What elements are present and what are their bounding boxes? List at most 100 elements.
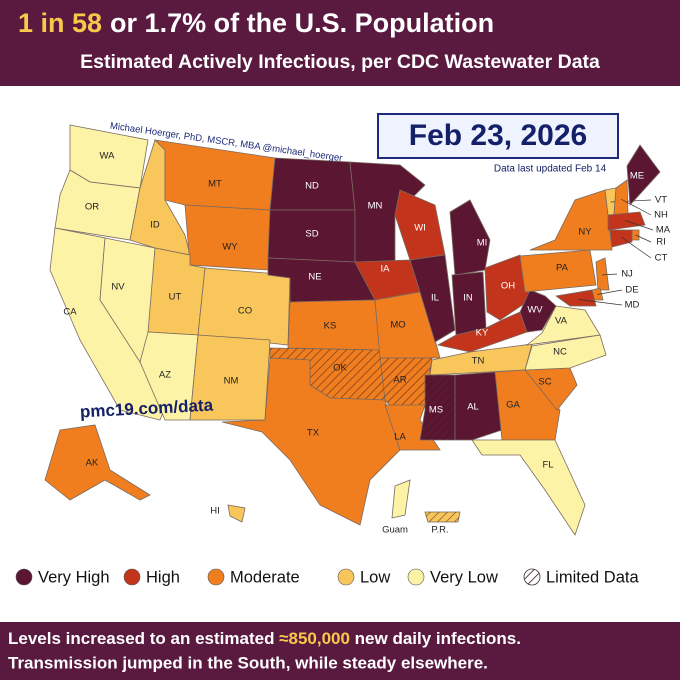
state-label: UT: [169, 292, 182, 303]
footer-line2: Transmission jumped in the South, while …: [8, 653, 488, 672]
state: [349, 161, 426, 263]
legend-swatch: [523, 568, 541, 586]
footer-band: [0, 622, 680, 680]
state: [394, 189, 446, 261]
state-label: TN: [472, 356, 485, 367]
territory-label: Guam: [382, 525, 408, 536]
legend-label: Limited Data: [546, 568, 639, 586]
state: [184, 204, 271, 271]
states: WA OR CA NV ID MT WY UT CO AZ NM ND SD NE KS OK TX MN IA MO…: [44, 124, 671, 536]
state-label: CO: [238, 306, 252, 317]
state: [519, 249, 597, 293]
date-box: [377, 113, 619, 159]
leader-line: [635, 234, 652, 243]
state: [595, 257, 610, 291]
state: [139, 331, 199, 421]
leader-line: [597, 289, 623, 295]
state: [449, 199, 491, 276]
legend-label: Moderate: [230, 568, 300, 586]
state: [626, 144, 661, 206]
legend-label: Very High: [38, 568, 110, 586]
leader-line: [625, 220, 654, 231]
state-label: NH: [654, 210, 668, 221]
state-label: HI: [210, 506, 220, 517]
state-label: WI: [414, 223, 426, 234]
state-label: NV: [111, 282, 125, 293]
state-label: MT: [208, 179, 222, 190]
state-label: KS: [324, 321, 337, 332]
state: [436, 311, 528, 353]
legend-label: Low: [360, 568, 390, 586]
title-highlight: 1 in 58: [18, 8, 102, 38]
state: [554, 289, 597, 307]
update-note: Data last updated Feb 14: [494, 164, 607, 175]
state-label: NE: [308, 272, 321, 283]
state-label: AZ: [159, 370, 171, 381]
state-label: PA: [556, 263, 569, 274]
legend-swatch: [407, 568, 425, 586]
state-label: IN: [463, 293, 473, 304]
state: [524, 334, 607, 371]
state-label: MI: [477, 238, 488, 249]
state-label: KY: [476, 328, 489, 339]
state-label: OK: [333, 363, 347, 374]
state: [454, 371, 503, 441]
footer-highlight: ≈850,000: [279, 629, 350, 648]
state-label: ND: [305, 181, 319, 192]
leader-line: [578, 299, 623, 306]
state-label: OR: [85, 202, 99, 213]
limited-hatch: [270, 348, 385, 400]
state-label: NC: [553, 347, 567, 358]
state-label: MD: [625, 300, 640, 311]
state-label: AR: [393, 375, 406, 386]
footer-text: Levels increased to an estimated: [8, 629, 279, 648]
limited-hatch: [420, 375, 455, 440]
state-label: TX: [307, 428, 320, 439]
state-label: AK: [86, 458, 99, 469]
state-label: DE: [625, 285, 638, 296]
legend-swatch: [123, 568, 141, 586]
state-label: MO: [390, 320, 405, 331]
state-label: CT: [655, 253, 668, 264]
state-label: NY: [578, 227, 592, 238]
state: [525, 305, 601, 346]
header-band: [0, 0, 680, 86]
state-label: CA: [63, 307, 77, 318]
state-label: ME: [630, 171, 644, 182]
state: [44, 424, 151, 501]
state-label: OH: [501, 281, 515, 292]
state-label: AL: [467, 402, 479, 413]
state: [391, 479, 411, 519]
state-label: MN: [368, 201, 383, 212]
state: [609, 229, 633, 248]
state-label: VT: [655, 195, 667, 206]
leader-line: [621, 236, 652, 259]
leader-line: [621, 198, 652, 216]
legend: Very High High Moderate Low Very Low Limited …: [15, 568, 639, 586]
footer-line1: Levels increased to an estimated ≈850,00…: [8, 629, 521, 648]
state-label: VA: [555, 316, 568, 327]
legend-label: High: [146, 568, 180, 586]
legend-swatch: [15, 568, 33, 586]
state: [374, 291, 441, 359]
leader-line: [601, 273, 618, 276]
state-label: GA: [506, 400, 520, 411]
state-label: MA: [656, 225, 671, 236]
state-label: WY: [222, 242, 238, 253]
title: 1 in 58 or 1.7% of the U.S. Population: [18, 8, 494, 38]
state: [227, 504, 246, 523]
state-label: SC: [538, 377, 551, 388]
title-rest: or 1.7% of the U.S. Population: [110, 8, 494, 38]
state: [494, 369, 561, 441]
state-label: WA: [100, 151, 116, 162]
state: [484, 254, 531, 321]
state-label: ID: [150, 220, 160, 231]
state-label: WV: [527, 305, 543, 316]
limited-hatch: [425, 512, 460, 522]
state-label: NM: [224, 376, 239, 387]
state-label: IA: [381, 264, 391, 275]
state-label: NJ: [621, 269, 633, 280]
state: [221, 357, 401, 526]
date: Feb 23, 2026: [409, 119, 587, 152]
